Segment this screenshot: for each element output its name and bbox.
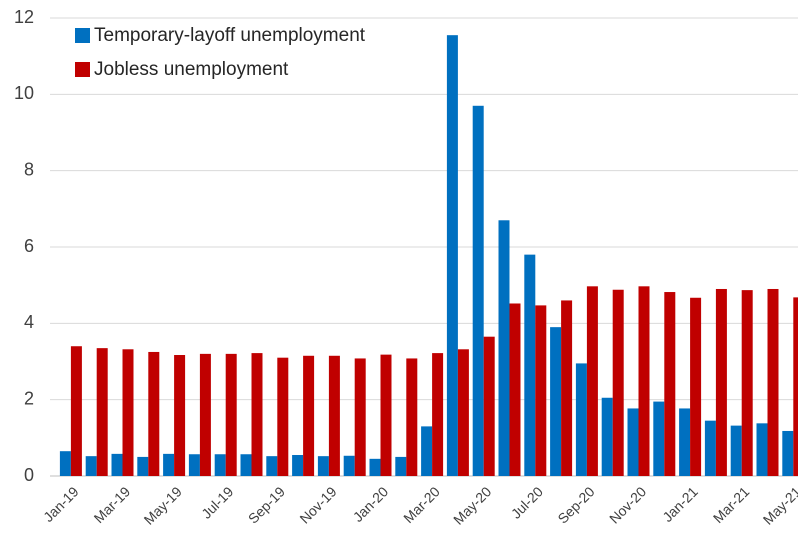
x-tick-label: Jan-20 (350, 483, 392, 525)
bar (612, 289, 624, 476)
bar (59, 451, 71, 476)
x-tick-label: Nov-19 (296, 483, 339, 526)
bar (369, 458, 381, 476)
y-tick-label: 0 (24, 465, 34, 485)
bar (188, 454, 200, 476)
bar (70, 346, 82, 476)
bar (730, 425, 742, 476)
y-tick-label: 2 (24, 388, 34, 408)
bar (767, 288, 779, 476)
bar (148, 351, 160, 476)
x-tick-label: May-19 (141, 483, 185, 527)
bar (793, 297, 798, 476)
y-tick-label: 4 (24, 312, 34, 332)
bar (679, 408, 691, 476)
bar (380, 354, 392, 476)
y-tick-label: 10 (14, 83, 34, 103)
bar (122, 349, 134, 476)
x-tick-label: May-20 (450, 483, 494, 527)
bar (328, 355, 340, 476)
bar (586, 286, 598, 476)
bar (354, 358, 366, 476)
bar (174, 355, 186, 476)
bar (575, 363, 587, 476)
x-tick-label: May-21 (760, 483, 798, 527)
bar (741, 290, 753, 476)
bar (303, 355, 315, 476)
bar (535, 305, 547, 476)
bar (251, 353, 263, 476)
bar (406, 358, 418, 476)
bar (601, 397, 613, 476)
bar (292, 455, 304, 476)
bar (653, 401, 665, 476)
legend-swatch (75, 28, 90, 43)
bar (550, 327, 562, 476)
bar (225, 353, 237, 476)
y-tick-label: 12 (14, 7, 34, 27)
x-tick-label: Sep-20 (554, 483, 597, 526)
legend-label: Jobless unemployment (94, 59, 289, 80)
bar (524, 254, 536, 476)
x-tick-label: Mar-20 (400, 483, 443, 526)
bar (199, 353, 211, 476)
bar (137, 456, 149, 476)
bar (446, 35, 458, 477)
bar (627, 408, 639, 476)
x-tick-label: Jul-20 (508, 483, 546, 521)
x-tick-label: Nov-20 (606, 483, 649, 526)
bar (715, 288, 727, 476)
bar (343, 455, 355, 476)
bar (472, 105, 484, 477)
bar (96, 348, 108, 476)
x-tick-label: Jul-19 (198, 483, 236, 521)
bar (638, 286, 650, 476)
bar (395, 456, 407, 476)
x-tick-label: Mar-21 (710, 483, 753, 526)
bar (690, 297, 702, 476)
bar (277, 357, 289, 476)
bar (756, 423, 768, 476)
bar (498, 220, 510, 476)
bar (704, 420, 716, 476)
bar (240, 454, 252, 476)
bar (266, 456, 278, 476)
x-tick-label: Jan-21 (659, 483, 701, 525)
bar (421, 426, 433, 476)
y-tick-label: 6 (24, 236, 34, 256)
bar (509, 303, 521, 476)
bar (782, 430, 794, 476)
x-tick-label: Sep-19 (245, 483, 288, 526)
legend-swatch (75, 62, 90, 77)
bar (214, 454, 226, 476)
x-tick-label: Jan-19 (40, 483, 82, 525)
bar (163, 453, 175, 476)
bar (664, 292, 676, 476)
bar (317, 456, 329, 476)
y-tick-label: 8 (24, 159, 34, 179)
bar (111, 453, 123, 476)
bar (432, 353, 444, 476)
bar (457, 349, 469, 476)
bar (561, 300, 573, 476)
bar (483, 336, 495, 476)
x-tick-label: Mar-19 (91, 483, 134, 526)
legend-label: Temporary-layoff unemployment (94, 25, 366, 46)
bar (85, 456, 97, 476)
